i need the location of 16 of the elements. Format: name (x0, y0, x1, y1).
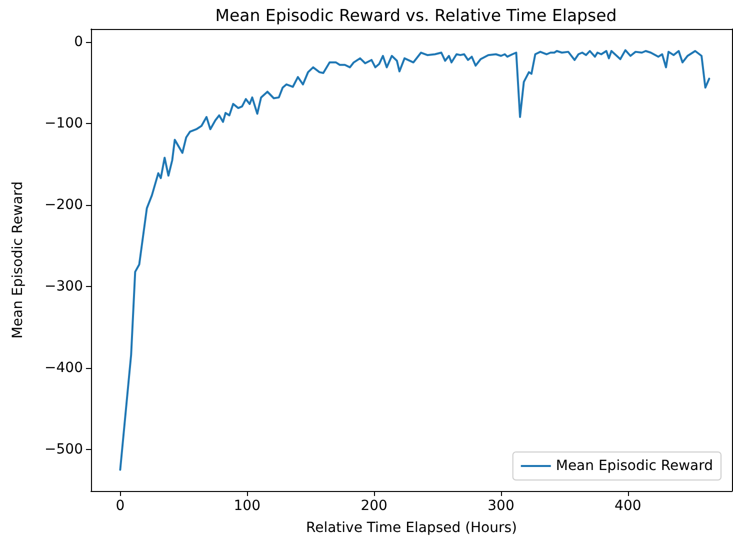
y-tick-label: −300 (44, 278, 83, 294)
y-tick-label: −100 (44, 116, 83, 132)
line-series (119, 49, 710, 471)
x-tick-label: 300 (488, 498, 514, 514)
x-tick-label: 100 (234, 498, 260, 514)
x-tick-label: 400 (614, 498, 642, 514)
x-tick-label: 0 (116, 498, 125, 514)
y-axis-title: Mean Episodic Reward (10, 181, 26, 339)
x-axis-title: Relative Time Elapsed (Hours) (306, 520, 518, 536)
y-tick-label: 0 (74, 34, 83, 50)
y-tick-label: −200 (44, 197, 83, 213)
y-tick-label: −400 (44, 360, 83, 376)
y-tick-label: −500 (44, 441, 83, 458)
chart-title: Mean Episodic Reward vs. Relative Time Elapsed (215, 6, 617, 25)
legend-label: Mean Episodic Reward (556, 458, 714, 474)
x-tick-label: 200 (360, 498, 388, 514)
